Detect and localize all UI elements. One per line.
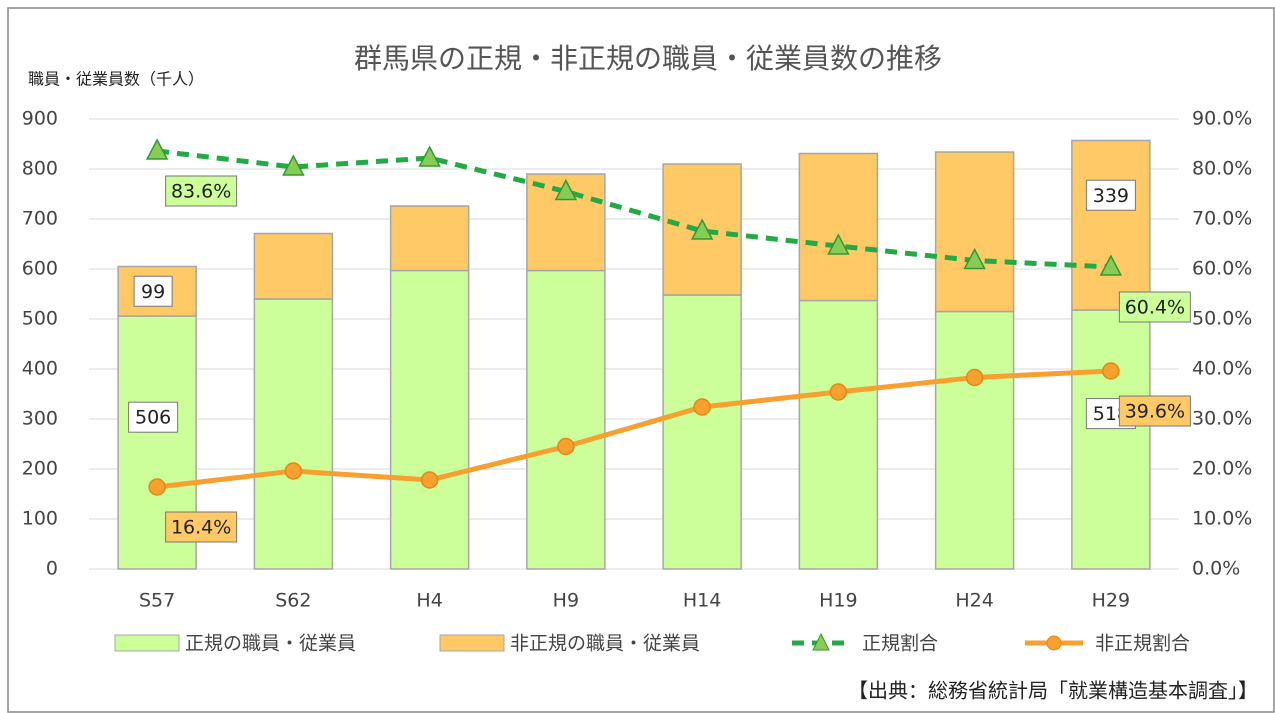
bar-data-label-box [128,401,179,433]
x-tick-label: H29 [1092,590,1130,612]
circle-marker [148,478,166,496]
line-data-label-box [165,175,238,207]
y2-tick-label: 0.0% [1192,558,1240,580]
y-tick-label: 300 [22,408,58,430]
y-axis-title: 職員・従業員数（千人） [28,70,204,89]
triangle-marker [963,247,986,270]
triangle-marker [145,138,169,160]
legend-swatch [439,634,505,652]
legend-label: 非正規の職員・従業員 [510,633,700,655]
bar-segment [253,232,334,300]
y2-tick-label: 40.0% [1192,358,1252,380]
source-note: 【出典：総務省統計局「就業構造基本調査」】 [848,679,1258,703]
line [156,148,1111,270]
circle-marker [420,471,439,489]
x-tick-label: H24 [955,590,993,612]
bar-data-label: 339 [1093,185,1129,207]
y2-tick-label: 70.0% [1192,208,1252,230]
triangle-marker [1099,254,1123,276]
y-tick-label: 700 [22,208,58,230]
circle-marker [284,462,303,480]
triangle-marker [554,178,578,201]
y-tick-label: 500 [22,308,58,330]
bar-segment [798,299,879,570]
y2-tick-label: 10.0% [1192,508,1252,530]
circle-marker [1102,362,1120,380]
circle-marker [693,398,711,416]
line-data-label: 39.6% [1125,401,1185,423]
bar-segment [934,151,1015,313]
triangle-marker [282,154,305,176]
x-tick-label: H19 [819,590,857,612]
bar-segment [934,310,1015,570]
x-tick-label: H14 [683,590,721,612]
x-tick-label: S57 [139,590,175,612]
bar-segment [526,269,606,570]
y2-tick-label: 30.0% [1192,408,1252,430]
bar-segment [662,294,742,570]
y-tick-label: 600 [22,258,58,280]
line-data-label: 16.4% [171,517,231,539]
line-data-label: 60.4% [1125,297,1185,319]
legend-marker [812,632,830,651]
y-tick-label: 100 [22,508,58,530]
y2-tick-label: 80.0% [1192,158,1252,180]
circle-marker [829,383,848,401]
chart-frame [7,7,1275,713]
bar-segment [798,152,879,302]
circle-marker [557,437,575,456]
bar-segment [389,269,470,570]
y-tick-label: 200 [22,458,58,480]
y-tick-label: 0 [46,558,58,580]
legend-label: 非正規割合 [1095,633,1190,655]
y2-tick-label: 50.0% [1192,308,1252,330]
y2-tick-label: 60.0% [1192,258,1252,280]
chart-title: 群馬県の正規・非正規の職員・従業員数の推移 [354,42,942,75]
bar-segment [1071,139,1151,311]
y2-tick-label: 90.0% [1192,108,1252,130]
line-data-label-box [165,511,238,543]
bar-segment [1071,309,1151,570]
bar-data-label: 99 [141,281,165,303]
x-tick-label: H4 [416,590,442,612]
line-data-label-box [1118,395,1191,427]
x-tick-label: H9 [553,590,579,612]
bar-segment [117,315,197,570]
triangle-marker [827,233,850,255]
y-tick-label: 400 [22,358,58,380]
line-data-label: 83.6% [171,181,231,203]
triangle-marker [418,145,441,167]
y-tick-label: 800 [22,158,58,180]
triangle-marker [690,218,714,240]
legend-marker [1046,635,1062,651]
bar-segment [389,205,470,272]
x-tick-label: S62 [275,590,311,612]
line-data-label-box [1118,291,1191,323]
y2-tick-label: 20.0% [1192,458,1252,480]
line [156,368,1111,490]
y-tick-label: 900 [22,108,58,130]
legend-swatch [114,634,180,652]
bar-segment [253,298,334,570]
circle-marker [965,368,984,387]
bar-data-label-box [133,275,173,307]
bar-data-label-box [1085,179,1136,211]
legend-label: 正規の職員・従業員 [185,633,356,655]
legend-label: 正規割合 [862,633,938,655]
bar-data-label: 506 [135,407,171,429]
